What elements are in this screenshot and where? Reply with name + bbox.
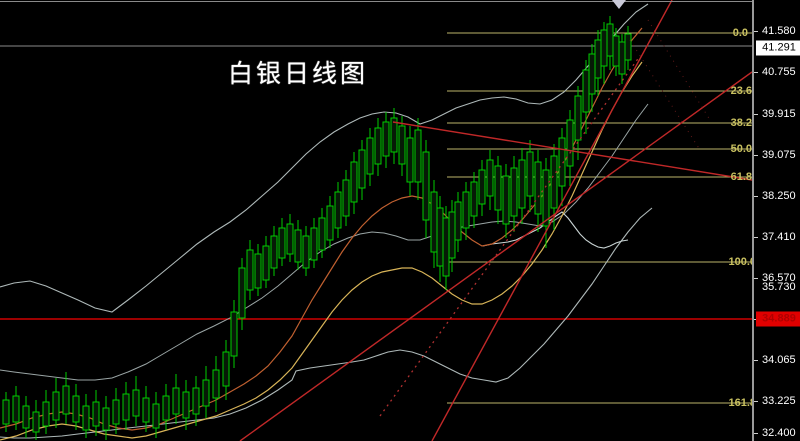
- axis-tick-label: 32.400: [762, 427, 796, 439]
- fib-label-0: 0.0: [732, 27, 748, 39]
- candlestick-series: [2, 16, 632, 440]
- axis-tick-label: 36.570: [762, 272, 796, 284]
- page-title: 白银日线图: [228, 59, 369, 88]
- bollinger-lower-band: [0, 207, 653, 439]
- trendline-up-main: [239, 71, 752, 441]
- fib-label-382: 38.2: [730, 117, 752, 129]
- tick-mark: [754, 72, 758, 73]
- bollinger-upper-band: [0, 3, 649, 313]
- fib-label-236: 23.6: [730, 85, 752, 97]
- price-axis[interactable]: 41.580 40.755 39.915 39.075 38.250 37.41…: [752, 0, 800, 441]
- dotted-accents: [629, 19, 711, 151]
- alert-price-tag[interactable]: 34.889: [756, 311, 800, 327]
- tick-mark: [754, 31, 758, 32]
- tick-mark: [754, 114, 758, 115]
- axis-tick-label: 39.075: [762, 149, 796, 161]
- dotted-channel-line: [379, 55, 641, 417]
- trendline-up-steep: [431, 0, 673, 441]
- tick-mark: [754, 155, 758, 156]
- ma-short-line: [0, 61, 643, 441]
- fib-label-500: 50.0: [730, 143, 752, 155]
- tick-mark: [754, 433, 758, 434]
- fib-label-618: 61.8: [730, 171, 752, 183]
- axis-tick-label: 40.755: [762, 66, 796, 78]
- cursor-pointer-icon: [612, 0, 626, 9]
- top-frame-line: [0, 1, 752, 2]
- fib-label-1618: 161.8: [728, 397, 756, 409]
- tick-mark: [754, 237, 758, 238]
- axis-tick-label: 34.065: [762, 354, 796, 366]
- tick-mark: [754, 196, 758, 197]
- tick-mark: [754, 401, 758, 402]
- axis-tick-label: 37.410: [762, 231, 796, 243]
- axis-tick-label: 35.730: [762, 281, 796, 293]
- tick-mark: [754, 278, 758, 279]
- axis-tick-label: 39.915: [762, 108, 796, 120]
- axis-tick-label: 33.225: [762, 395, 796, 407]
- bollinger-lower-tail: [482, 211, 629, 249]
- chart-plot-area[interactable]: [0, 0, 752, 441]
- axis-tick-label: 38.250: [762, 190, 796, 202]
- axis-tick-label: 41.580: [762, 25, 796, 37]
- trendline-down: [392, 121, 752, 181]
- tick-mark: [754, 360, 758, 361]
- current-price-tag[interactable]: 41.291: [756, 40, 800, 56]
- fib-label-1000: 100.0: [728, 256, 756, 268]
- fib-level-lines: [447, 32, 752, 404]
